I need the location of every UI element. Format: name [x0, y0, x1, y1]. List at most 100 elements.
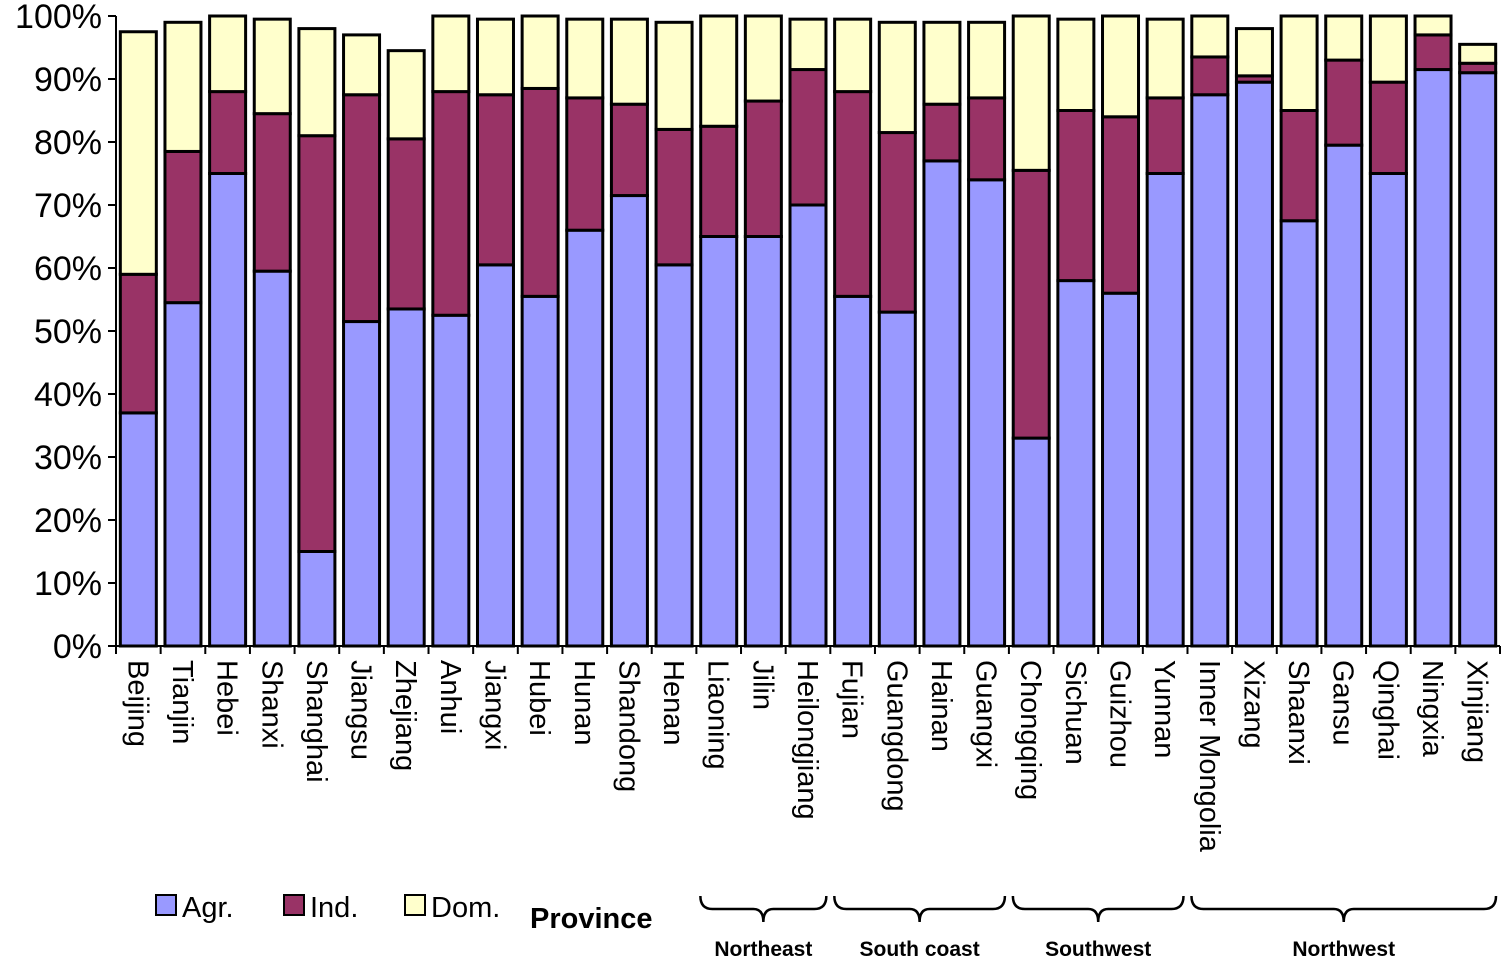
bar-ind-anhui [431, 90, 471, 317]
bar-agr-anhui [431, 313, 471, 648]
bar-dom-jiangsu [342, 33, 382, 97]
bar-agr-inner-mongolia [1190, 93, 1230, 648]
bar-dom-guangdong [877, 20, 917, 135]
bar-ind-yunnan [1145, 96, 1185, 175]
y-tick-label: 20% [34, 502, 102, 540]
y-tick-label: 90% [34, 61, 102, 99]
bar-dom-beijing [118, 30, 158, 276]
bar-agr-chongqing [1011, 436, 1051, 648]
x-tick-label: Hainan [925, 660, 957, 752]
x-tick-label: Zhejiang [389, 660, 421, 771]
bar-stack-yunnan [1145, 17, 1185, 648]
y-tick-label: 0% [53, 628, 102, 666]
bar-ind-qinghai [1368, 80, 1408, 175]
bar-agr-gansu [1324, 143, 1364, 648]
bar-agr-heilongjiang [788, 203, 828, 648]
bar-ind-guizhou [1101, 115, 1141, 295]
y-tick-label: 40% [34, 376, 102, 414]
bar-stack-anhui [431, 14, 471, 648]
x-tick-label: Beijing [121, 660, 153, 747]
bar-stack-shandong [609, 17, 649, 648]
bar-ind-jiangxi [475, 93, 515, 267]
bar-dom-liaoning [699, 14, 739, 128]
bar-stack-beijing [118, 30, 158, 648]
bar-agr-hebei [208, 172, 248, 648]
x-tick-label: Fujian [836, 660, 868, 739]
bar-stack-henan [654, 20, 694, 648]
bar-stack-jiangsu [342, 33, 382, 648]
bar-stack-guizhou [1101, 14, 1141, 648]
legend-label-ind: Ind. [310, 892, 358, 924]
bar-agr-jiangsu [342, 320, 382, 648]
x-axis-title: Province [530, 903, 653, 935]
bar-agr-henan [654, 263, 694, 648]
x-tick-label: Shaanxi [1282, 660, 1314, 765]
bar-stack-xinjiang [1458, 42, 1498, 648]
bar-agr-qinghai [1368, 172, 1408, 648]
bar-stack-chongqing [1011, 14, 1051, 648]
bar-ind-shandong [609, 102, 649, 198]
x-tick-label: Hebei [211, 660, 243, 736]
bar-stack-liaoning [699, 14, 739, 648]
bar-dom-shaanxi [1279, 14, 1319, 112]
x-tick-label: Tianjin [166, 660, 198, 744]
bar-stack-inner-mongolia [1190, 14, 1230, 648]
bar-ind-zhejiang [386, 137, 426, 311]
bar-stack-jiangxi [475, 17, 515, 648]
x-tick-label: Chongqing [1014, 660, 1046, 800]
bar-dom-hubei [520, 14, 560, 90]
bar-stack-zhejiang [386, 49, 426, 648]
bar-ind-shanghai [297, 134, 337, 553]
group-brace-northeast [699, 895, 828, 923]
bar-stack-hubei [520, 14, 560, 648]
group-label-southwest: Southwest [1045, 938, 1151, 961]
bar-ind-henan [654, 127, 694, 267]
bar-stack-gansu [1324, 14, 1364, 648]
region-group-brackets: Northeast South coast Southwest Northwest [699, 895, 1498, 961]
group-brace-south-coast [833, 895, 1007, 923]
y-tick-label: 60% [34, 250, 102, 288]
legend-label-dom: Dom. [431, 892, 500, 924]
bar-dom-anhui [431, 14, 471, 94]
bar-agr-xizang [1234, 80, 1274, 648]
bar-agr-beijing [118, 411, 158, 648]
bar-dom-xizang [1234, 27, 1274, 78]
bar-stack-shaanxi [1279, 14, 1319, 648]
bar-stack-guangxi [967, 20, 1007, 648]
x-tick-label: Guangdong [880, 660, 912, 812]
bar-dom-heilongjiang [788, 17, 828, 72]
y-tick-label: 50% [34, 313, 102, 351]
x-tick-label: Jiangxi [478, 660, 510, 750]
bar-agr-xinjiang [1458, 71, 1498, 648]
bar-stack-hebei [208, 14, 248, 648]
bar-dom-jiangxi [475, 17, 515, 97]
bar-agr-guizhou [1101, 291, 1141, 648]
legend-swatch-agr [155, 894, 177, 916]
bar-ind-hebei [208, 90, 248, 175]
x-tick-label: Anhui [434, 660, 466, 734]
x-tick-label: Hubei [523, 660, 555, 736]
bar-dom-shanghai [297, 27, 337, 138]
bar-ind-shaanxi [1279, 109, 1319, 223]
bar-agr-yunnan [1145, 172, 1185, 648]
bar-dom-gansu [1324, 14, 1364, 62]
group-label-south-coast: South coast [860, 938, 980, 961]
bar-dom-sichuan [1056, 17, 1096, 112]
bar-dom-inner-mongolia [1190, 14, 1230, 59]
bar-dom-ningxia [1413, 14, 1453, 37]
bar-dom-hebei [208, 14, 248, 94]
x-tick-label: Guizhou [1104, 660, 1136, 768]
bar-ind-guangxi [967, 96, 1007, 182]
x-tick-label: Xinjiang [1461, 660, 1493, 763]
bar-agr-hubei [520, 294, 560, 648]
x-tick-label: Ningxia [1416, 660, 1448, 758]
bar-dom-fujian [833, 17, 873, 94]
bar-dom-xinjiang [1458, 42, 1498, 65]
bar-series-group [118, 14, 1498, 648]
bar-ind-tianjin [163, 149, 203, 305]
x-tick-label: Henan [657, 660, 689, 745]
bar-dom-guangxi [967, 20, 1007, 100]
bar-dom-zhejiang [386, 49, 426, 141]
bar-ind-ningxia [1413, 33, 1453, 72]
